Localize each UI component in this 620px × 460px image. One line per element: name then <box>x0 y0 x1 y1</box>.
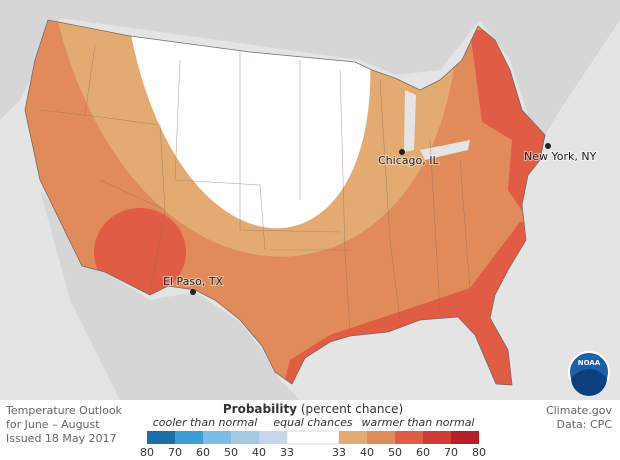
legend-title-bold: Probability <box>223 402 297 416</box>
credit: Data: CPC <box>557 418 613 431</box>
legend-swatch <box>203 431 231 444</box>
legend: 80 70 60 50 40 33 33 40 50 60 70 80 <box>140 430 486 459</box>
lake-erie <box>420 140 470 160</box>
city-label: El Paso, TX <box>163 275 224 288</box>
legend-tick-label: 70 <box>444 446 458 459</box>
us-outline <box>24 19 546 386</box>
legend-tick-label: 70 <box>168 446 182 459</box>
mexico <box>40 190 300 400</box>
region-equal-chances <box>130 30 371 229</box>
legend-swatch <box>423 431 451 444</box>
city-dot <box>190 289 196 295</box>
logo-text: NOAA <box>578 359 601 367</box>
footer-bg <box>0 400 620 460</box>
lake-michigan <box>404 90 416 152</box>
info-line: Issued 18 May 2017 <box>6 432 117 445</box>
credit: Climate.gov <box>546 404 613 417</box>
legend-tick-label: 60 <box>196 446 210 459</box>
legend-title: Probability (percent chance) <box>223 402 403 416</box>
legend-swatch-equal <box>286 430 340 445</box>
legend-tick-label: 80 <box>140 446 154 459</box>
city-dot <box>545 143 551 149</box>
legend-tick-label: 50 <box>388 446 402 459</box>
legend-swatch <box>339 431 367 444</box>
info-line: for June – August <box>6 418 100 431</box>
legend-warmer-label: warmer than normal <box>362 416 475 429</box>
legend-tick-label: 33 <box>332 446 346 459</box>
legend-swatch <box>259 431 287 444</box>
city-label: Chicago, IL <box>378 154 439 167</box>
legend-swatch <box>175 431 203 444</box>
legend-swatch <box>451 431 479 444</box>
legend-equal-label: equal chances <box>273 416 353 429</box>
region-sw-60-70 <box>94 208 186 296</box>
legend-swatch <box>367 431 395 444</box>
state-lines <box>39 44 471 331</box>
legend-tick-label: 50 <box>224 446 238 459</box>
city-dot <box>399 149 405 155</box>
legend-swatch <box>395 431 423 444</box>
legend-subtitle: (percent chance) <box>301 402 403 416</box>
legend-swatch <box>231 431 259 444</box>
legend-tick-label: 40 <box>252 446 266 459</box>
noaa-logo: NOAA <box>568 351 610 396</box>
legend-tick-label: 60 <box>416 446 430 459</box>
legend-tick-label: 33 <box>280 446 294 459</box>
legend-cooler-label: cooler than normal <box>153 416 258 429</box>
canada <box>0 0 620 150</box>
city-label: New York, NY <box>524 150 597 163</box>
legend-tick-label: 40 <box>360 446 374 459</box>
legend-tick-label: 80 <box>472 446 486 459</box>
info-line: Temperature Outlook <box>5 404 123 417</box>
legend-swatch <box>147 431 175 444</box>
